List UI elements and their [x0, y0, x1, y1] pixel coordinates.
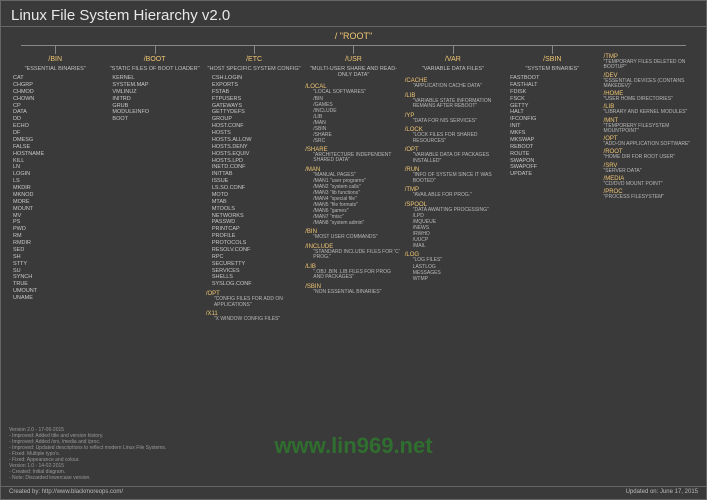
- updated-on: Updated on: June 17, 2015: [626, 489, 698, 495]
- subdir: /LOG"LOG FILES"LASTLOGMESSAGESWTMP: [405, 252, 501, 282]
- version-history: Version 2.0 - 17-06-2015- Improved: Adde…: [9, 427, 166, 481]
- subdir: /INCLUDE"STANDARD INCLUDE FILES FOR 'C' …: [305, 244, 401, 261]
- dir-header: /ETC: [206, 54, 302, 65]
- dir-desc: "VARIABLE DATA FILES": [405, 65, 501, 75]
- dir-item: /MNT"TEMPORERY FILESYSTEM MOUNTPOINT": [604, 118, 700, 135]
- subdir: /OPT"VARIABLE DATA OF PACKAGES INSTALLED…: [405, 147, 501, 164]
- subdir: /X11"X WINDOW CONFIG FILES": [206, 311, 302, 323]
- dir-list: CATCHGRPCHMODCHOWNCPDATADDECHODFDMESGFAL…: [7, 75, 103, 302]
- col-bin: /BIN"ESSENTIAL BINARIES"CATCHGRPCHMODCHO…: [7, 54, 103, 323]
- col-sbin: /SBIN"SYSTEM BINARIES"FASTBOOTFASTHALTFD…: [504, 54, 600, 323]
- dir-header: /USR: [305, 54, 401, 65]
- dir-desc: "MULTI-USER SHARE AND READ-ONLY DATA": [305, 65, 401, 81]
- col-usr: /USR"MULTI-USER SHARE AND READ-ONLY DATA…: [305, 54, 401, 323]
- subdir: /BIN"MOST USER COMMANDS": [305, 229, 401, 241]
- subdir: /OPT"CONFIG FILES FOR ADD ON APPLICATION…: [206, 291, 302, 308]
- col-var: /VAR"VARIABLE DATA FILES" /CACHE"APPLICAT…: [405, 54, 501, 323]
- dir-list: CSH.LOGINEXPORTSFSTABFTPUSERSGATEWAYSGET…: [206, 75, 302, 288]
- dir-list: KERNELSYSTEM.MAPVMLINUZINITRDGRUBMODULEI…: [106, 75, 202, 123]
- dir-header: /BOOT: [106, 54, 202, 65]
- subdir: /LOCK"LOCK FILES FOR SHARED RESOURCES": [405, 127, 501, 144]
- dir-header: /SBIN: [504, 54, 600, 65]
- subdir: /SPOOL"DATA AWAITING PROCESSING"/LPD/MQU…: [405, 202, 501, 250]
- subdir: /LIB".OBJ .BIN .LIB FILES FOR PROG AND P…: [305, 264, 401, 281]
- dir-desc: "HOST SPECIFIC SYSTEM CONFIG": [206, 65, 302, 75]
- dir-list: FASTBOOTFASTHALTFDISKFSCKGETTYHALTIFCONF…: [504, 75, 600, 178]
- page-title: Linux File System Hierarchy v2.0: [1, 1, 706, 27]
- dir-item: /TMP"TEMPORARY FILES DELETED ON BOOTUP": [604, 54, 700, 71]
- dir-item: /HOME"USER HOME DIRECTORIES": [604, 91, 700, 102]
- watermark: www.lin969.net: [274, 433, 432, 459]
- subdir: /YP"DATA FOR NIS SERVICES": [405, 113, 501, 125]
- dir-item: /LIB"LIBRARY AND KERNEL MODULES": [604, 104, 700, 115]
- dir-desc: "ESSENTIAL BINARIES": [7, 65, 103, 75]
- subdir: /LOCAL"LOCAL SOFTWARES"/BIN/GAMES/INCLUD…: [305, 84, 401, 144]
- subdir: /MAN"MANUAL PAGES"/MAN1 "user programs"/…: [305, 167, 401, 227]
- subdir: /SBIN"NON ESSENTIAL BINARIES": [305, 284, 401, 296]
- subdir: /SHARE"ARCHITECTURE INDEPENDENT SHARED D…: [305, 147, 401, 164]
- dir-item: /PROC"PROCESS FILESYSTEM": [604, 189, 700, 200]
- dir-desc: "SYSTEM BINARIES": [504, 65, 600, 75]
- dir-item: /DEV"ESSENTIAL DEVICES (CONTAINS MAKEDEV…: [604, 73, 700, 90]
- dir-item: /OPT"ADD-ON APPLICATION SOFTWARE": [604, 136, 700, 147]
- col-boot: /BOOT"STATIC FILES OF BOOT LOADER"KERNEL…: [106, 54, 202, 323]
- dir-header: /VAR: [405, 54, 501, 65]
- subdir: /LIB"VARIABLE STATE INFORMATION REMAINS …: [405, 93, 501, 110]
- subdir: /CACHE"APPLICATION CACHE DATA": [405, 78, 501, 90]
- col-etc: /ETC"HOST SPECIFIC SYSTEM CONFIG"CSH.LOG…: [206, 54, 302, 323]
- dir-header: /BIN: [7, 54, 103, 65]
- columns: /BIN"ESSENTIAL BINARIES"CATCHGRPCHMODCHO…: [1, 54, 706, 323]
- subdir: /RUN"INFO OF SYSTEM SINCE IT WAS BOOTED": [405, 167, 501, 184]
- dir-item: /ROOT"HOME DIR FOR ROOT USER": [604, 149, 700, 160]
- right-col: /TMP"TEMPORARY FILES DELETED ON BOOTUP" /…: [604, 54, 700, 323]
- footer: Created by: http://www.blackmoreops.com/…: [1, 486, 706, 495]
- dir-desc: "STATIC FILES OF BOOT LOADER": [106, 65, 202, 75]
- dir-item: /SRV"SERVER DATA": [604, 163, 700, 174]
- created-by: Created by: http://www.blackmoreops.com/: [9, 489, 123, 495]
- dir-item: /MEDIA"CD/DVD MOUNT POINT": [604, 176, 700, 187]
- root-node: / "ROOT": [1, 27, 706, 45]
- subdir: /TMP"AVAILABLE FOR PROG.": [405, 187, 501, 199]
